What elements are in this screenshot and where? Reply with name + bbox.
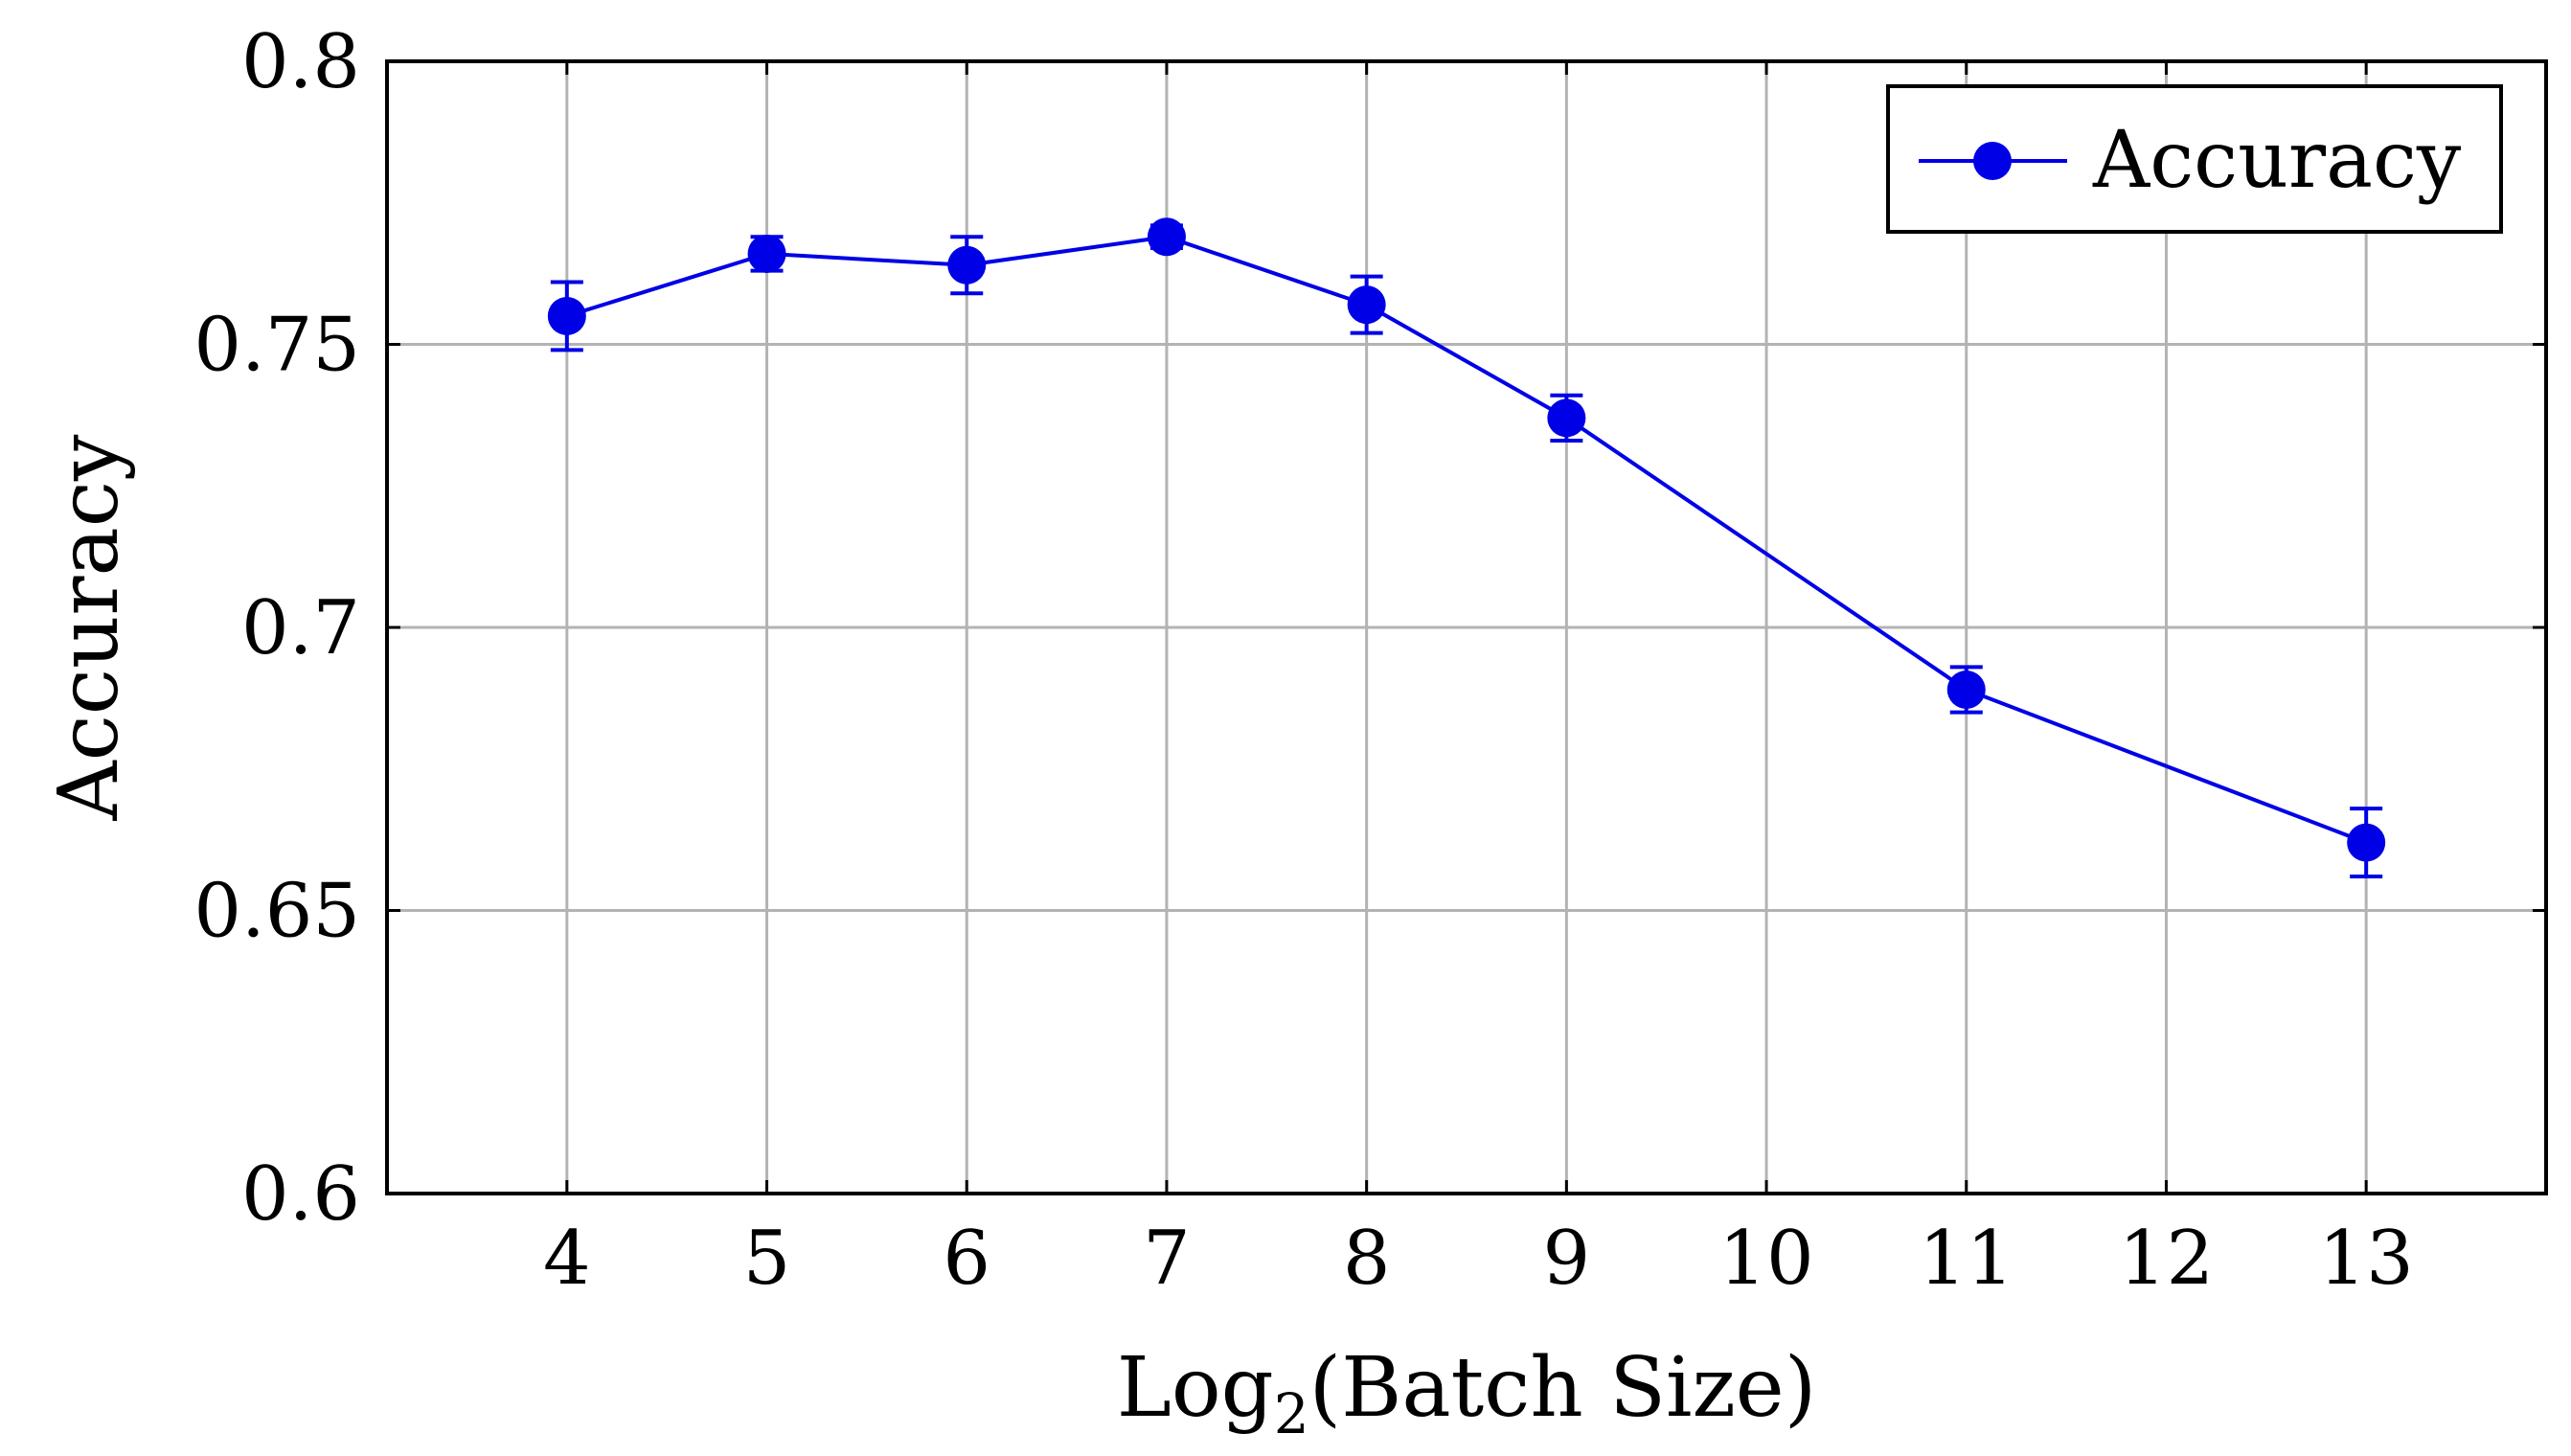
x-tick-label: 13 <box>2319 1216 2414 1302</box>
x-tick-label: 12 <box>2119 1216 2214 1302</box>
data-point <box>747 234 786 273</box>
x-tick-label: 4 <box>543 1216 591 1302</box>
data-point <box>1147 217 1186 257</box>
data-point <box>1347 285 1386 325</box>
legend-label: Accuracy <box>2092 115 2462 206</box>
data-point <box>2347 823 2386 862</box>
data-point <box>1946 671 1986 710</box>
y-tick-labels: 0.6 0.65 0.7 0.75 0.8 <box>193 19 360 1238</box>
x-tick-labels: 4 5 6 7 8 9 10 11 12 13 <box>543 1216 2414 1302</box>
data-point <box>547 296 586 335</box>
y-axis-title: Accuracy <box>41 434 137 821</box>
x-axis-title-subscript: 2 <box>1274 1381 1309 1446</box>
plot-frame <box>385 59 2548 1195</box>
x-tick-label: 9 <box>1543 1216 1591 1302</box>
y-tick-label: 0.6 <box>241 1151 360 1238</box>
y-tick-label: 0.7 <box>241 585 360 671</box>
data-point <box>947 245 987 284</box>
y-tick-label: 0.65 <box>193 869 360 955</box>
y-tick-label: 0.75 <box>193 303 360 389</box>
legend-marker <box>1973 142 2012 180</box>
x-tick-label: 5 <box>743 1216 791 1302</box>
series-line <box>566 235 2367 845</box>
data-point <box>1547 398 1586 438</box>
x-tick-label: 8 <box>1343 1216 1391 1302</box>
series-layer <box>547 217 2386 879</box>
x-axis-title: Log2(Batch Size) <box>1117 1340 1817 1446</box>
x-tick-label: 7 <box>1143 1216 1191 1302</box>
legend: Accuracy <box>1886 84 2503 234</box>
x-tick-label: 11 <box>1919 1216 2014 1302</box>
x-tick-label: 6 <box>943 1216 990 1302</box>
x-tick-label: 10 <box>1718 1216 1813 1302</box>
y-tick-label: 0.8 <box>241 19 360 105</box>
